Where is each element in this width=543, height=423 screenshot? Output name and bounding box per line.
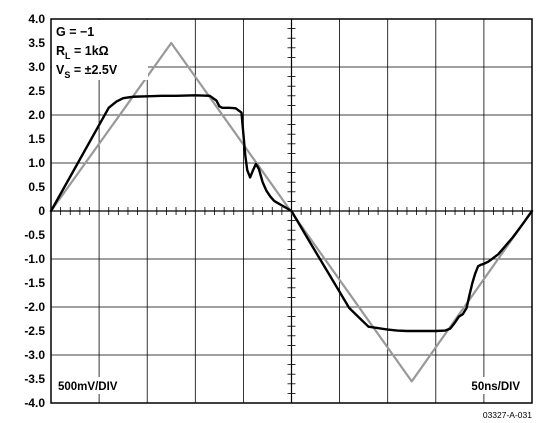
supply-voltage-label: VS = ±2.5V [56, 63, 118, 80]
y-tick-label: 1.0 [28, 156, 45, 170]
vertical-scale-label: 500mV/DIV [58, 381, 118, 393]
horizontal-scale-label: 50ns/DIV [471, 381, 520, 393]
y-tick-label: -4.0 [24, 396, 45, 410]
vertical-scale-box [55, 377, 137, 394]
plot-border [50, 18, 533, 404]
grid [51, 19, 532, 403]
load-resistance-label: RL = 1kΩ [56, 44, 109, 61]
gain-label: G = −1 [56, 25, 94, 39]
y-tick-labels: 4.0 3.5 3.0 2.5 2.0 1.5 1.0 0.5 0 -0.5 -1.0 -1.5 -2.… [24, 12, 45, 410]
series-line [49, 94, 534, 333]
y-tick-label: 1.5 [28, 132, 45, 146]
series-group [49, 41, 534, 383]
y-tick-label: -1.5 [24, 276, 45, 290]
y-tick-label: -0.5 [24, 228, 45, 242]
y-tick-label: -3.0 [24, 348, 45, 362]
y-tick-label: 0 [38, 204, 45, 218]
figure-id: 03327-A-031 [483, 410, 532, 420]
y-tick-label: -2.0 [24, 300, 45, 314]
y-tick-label: 3.5 [28, 36, 45, 50]
horizontal-scale-box [445, 377, 527, 394]
y-tick-label: 0.5 [28, 180, 45, 194]
y-tick-label: -2.5 [24, 324, 45, 338]
y-tick-label: 4.0 [28, 12, 45, 26]
y-tick-label: -1.0 [24, 252, 45, 266]
y-tick-label: 2.0 [28, 108, 45, 122]
annotation-box [52, 20, 148, 80]
axis-minor-ticks [60, 28, 523, 394]
y-tick-label: 2.5 [28, 84, 45, 98]
y-tick-label: 3.0 [28, 60, 45, 74]
y-tick-label: -3.5 [24, 372, 45, 386]
